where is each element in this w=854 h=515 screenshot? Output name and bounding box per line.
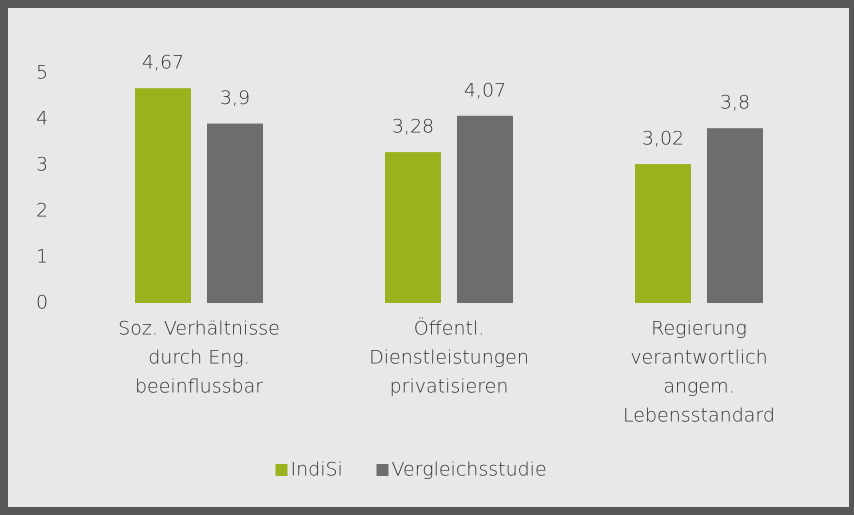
x-tick-label: privatisieren (390, 376, 509, 398)
y-tick-label: 0 (36, 292, 48, 314)
value-label: 4,07 (464, 79, 506, 101)
bar (707, 128, 763, 303)
legend-swatch (275, 464, 288, 476)
bar (635, 164, 691, 303)
y-tick-label: 5 (36, 62, 48, 84)
legend-label: Vergleichsstudie (392, 459, 547, 481)
x-tick-label: Dienstleistungen (369, 347, 529, 369)
x-tick-label: durch Eng. (148, 347, 250, 369)
bar (135, 88, 191, 304)
x-tick-label: Soz. Verhältnisse (118, 318, 280, 340)
value-label: 4,67 (142, 52, 184, 74)
bar (385, 152, 441, 303)
legend-label: IndiSi (291, 459, 343, 481)
bar (457, 115, 513, 303)
x-tick-label: Lebensstandard (623, 405, 775, 427)
y-tick-label: 3 (36, 154, 48, 176)
value-label: 3,8 (720, 92, 750, 114)
x-tick-label: Öffentl. (414, 317, 485, 340)
y-tick-label: 1 (36, 246, 48, 268)
bar (207, 123, 263, 303)
x-tick-label: angem. (663, 376, 734, 398)
y-tick-label: 4 (36, 108, 48, 130)
x-tick-label: verantwortlich (630, 347, 767, 369)
x-tick-label: Regierung (651, 318, 747, 340)
x-tick-label: beeinflussbar (135, 376, 263, 398)
value-label: 3,9 (220, 87, 250, 109)
y-tick-label: 2 (36, 200, 48, 222)
value-label: 3,02 (642, 128, 684, 150)
value-label: 3,28 (392, 116, 434, 138)
legend-swatch (376, 464, 389, 476)
